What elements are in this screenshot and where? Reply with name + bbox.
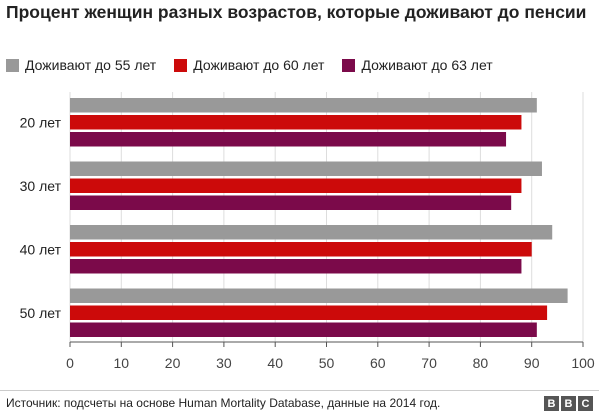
x-tick-label: 100 [571,355,595,371]
chart-title: Процент женщин разных возрастов, которые… [6,2,587,22]
x-tick-label: 40 [267,355,283,371]
x-tick-label: 20 [165,355,181,371]
x-tick-label: 10 [114,355,130,371]
x-tick-label: 50 [319,355,335,371]
legend-item-55: Доживают до 55 лет [6,57,156,73]
bbc-logo-letter: B [544,396,559,411]
x-tick-label: 70 [421,355,437,371]
legend-swatch-60 [174,58,188,72]
x-tick-label: 80 [473,355,489,371]
bar [70,98,537,113]
bar [70,305,548,320]
legend: Доживают до 55 лет Доживают до 60 лет До… [6,55,511,75]
bar-chart: 20 лет 30 лет 40 лет 50 лет 0 10 20 30 40 50 60 70 8… [20,92,595,371]
bar [70,288,568,303]
category-label: 20 лет [20,114,62,130]
bar [70,225,553,240]
category-label: 50 лет [20,305,62,321]
legend-item-63: Доживают до 63 лет [342,57,493,73]
legend-item-60: Доживают до 60 лет [174,57,324,73]
source-note: Источник: подсчеты на основе Human Morta… [6,396,441,410]
bar [70,178,522,193]
bar [70,161,542,176]
bar [70,195,512,210]
bar [70,242,532,257]
footer: Источник: подсчеты на основе Human Morta… [0,390,599,415]
bar [70,259,522,274]
legend-label-60: Доживают до 60 лет [193,57,325,73]
legend-swatch-63 [342,58,356,72]
bbc-logo: B B C [542,396,593,411]
bbc-logo-letter: B [561,396,576,411]
bar [70,115,522,130]
bar [70,132,507,147]
x-tick-label: 0 [66,355,74,371]
x-tick-label: 60 [370,355,386,371]
bbc-logo-letter: C [578,396,593,411]
x-tick-label: 30 [216,355,232,371]
category-label: 30 лет [20,178,62,194]
category-label: 40 лет [20,241,62,257]
bar [70,322,537,337]
legend-label-55: Доживают до 55 лет [25,57,157,73]
legend-swatch-55 [6,58,19,72]
legend-label-63: Доживают до 63 лет [361,57,493,73]
x-tick-label: 90 [524,355,540,371]
